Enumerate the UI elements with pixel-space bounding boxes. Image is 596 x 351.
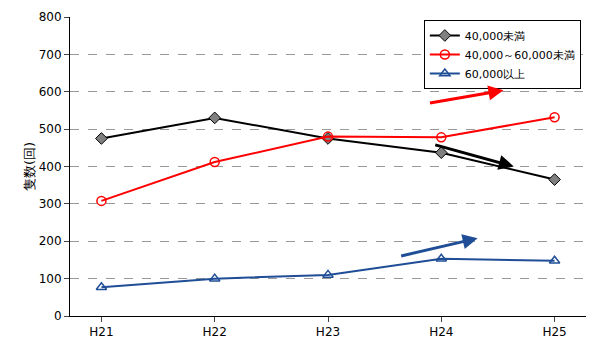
svg-text:200: 200 bbox=[39, 234, 62, 248]
svg-text:400: 400 bbox=[39, 160, 62, 174]
svg-text:700: 700 bbox=[39, 48, 62, 62]
svg-text:300: 300 bbox=[39, 197, 62, 211]
svg-text:100: 100 bbox=[39, 272, 62, 286]
svg-text:500: 500 bbox=[39, 122, 62, 136]
svg-text:40,000未満: 40,000未満 bbox=[465, 30, 525, 43]
svg-text:H22: H22 bbox=[203, 325, 227, 339]
svg-text:600: 600 bbox=[39, 85, 62, 99]
svg-text:0: 0 bbox=[54, 309, 62, 323]
svg-text:H24: H24 bbox=[429, 325, 453, 339]
svg-text:隻数(回): 隻数(回) bbox=[22, 142, 37, 191]
svg-text:H23: H23 bbox=[316, 325, 340, 339]
svg-text:H21: H21 bbox=[89, 325, 113, 339]
svg-text:40,000～60,000未満: 40,000～60,000未満 bbox=[465, 49, 575, 62]
svg-text:60,000以上: 60,000以上 bbox=[465, 68, 525, 81]
svg-text:800: 800 bbox=[39, 10, 62, 24]
svg-text:H25: H25 bbox=[542, 325, 566, 339]
